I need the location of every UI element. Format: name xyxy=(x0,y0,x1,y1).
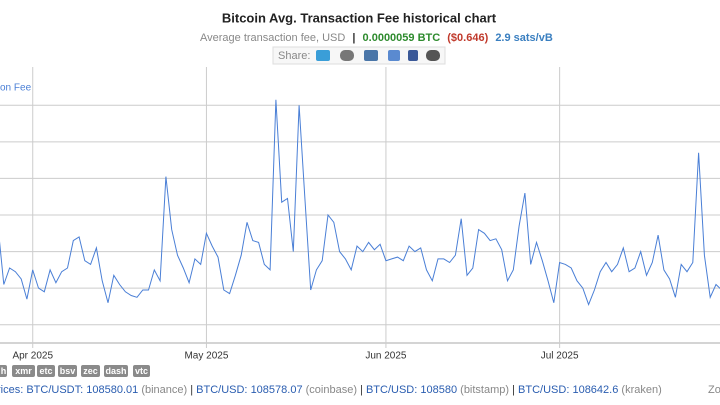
separator: | xyxy=(352,32,355,44)
coin-tag-label: vtc xyxy=(135,366,148,376)
exchange-name: (binance) xyxy=(141,384,188,396)
share-label: Share: xyxy=(278,50,310,62)
data-line xyxy=(0,99,720,307)
subtitle: Average transaction fee, USD | 0.0000059… xyxy=(200,32,553,44)
price-pair: BTC/USD: xyxy=(196,384,248,396)
share-box xyxy=(272,46,446,65)
share-icons xyxy=(316,50,440,61)
exchange-name: (bitstamp) xyxy=(460,384,510,396)
legend-entry: on Fee xyxy=(0,83,32,94)
separator: | xyxy=(512,384,515,396)
coin-tag[interactable] xyxy=(37,365,55,377)
coin-tag[interactable] xyxy=(81,365,100,377)
exchange-name: (coinbase) xyxy=(305,384,357,396)
coin-tag-label: dash xyxy=(105,366,126,376)
icon-weibo[interactable] xyxy=(426,50,440,61)
icon-twitter[interactable] xyxy=(316,50,330,61)
icon-reddit[interactable] xyxy=(340,50,354,61)
price-pair: BTC/USDT: xyxy=(26,384,84,396)
icon-like[interactable] xyxy=(388,50,400,61)
icon-vk[interactable] xyxy=(364,50,378,61)
exchange-name: (kraken) xyxy=(621,384,662,396)
price-value: 108642.6 xyxy=(572,384,619,396)
x-tick-label: Jun 2025 xyxy=(365,351,407,362)
price-value: 108578.07 xyxy=(250,384,303,396)
coin-tag[interactable] xyxy=(104,365,128,377)
coin-tag-label: etc xyxy=(39,366,52,376)
price-pair: BTC/USD: xyxy=(365,384,418,396)
subtitle-text: Average transaction fee, USD xyxy=(200,32,345,44)
coin-tag-label: xmr xyxy=(15,366,32,376)
coin-tag[interactable] xyxy=(0,365,7,377)
coin-tag-label: zec xyxy=(83,366,98,376)
title: Bitcoin Avg. Transaction Fee historical … xyxy=(222,10,497,25)
coin-tag[interactable] xyxy=(58,365,77,377)
separator: | xyxy=(190,384,194,396)
icon-facebook[interactable] xyxy=(408,50,418,61)
price-line: rices: BTC/USDT: 108580.01 (binance) | B… xyxy=(0,384,662,396)
zoom-label: Zo xyxy=(708,384,720,396)
x-tick-label: May 2025 xyxy=(184,351,228,362)
x-tick-label: Apr 2025 xyxy=(12,351,53,362)
coin-tag-label: bsv xyxy=(60,366,76,376)
usd-fee: ($0.646) xyxy=(447,32,488,44)
btc-fee: 0.0000059 BTC xyxy=(363,32,441,44)
coin-tag[interactable] xyxy=(12,365,35,377)
coin-tag-label: h xyxy=(1,366,7,376)
prices-label: rices: xyxy=(0,384,24,396)
x-tick-label: Jul 2025 xyxy=(541,351,579,362)
coin-tag[interactable] xyxy=(133,365,150,377)
sats-fee: 2.9 sats/vB xyxy=(495,32,553,44)
separator: | xyxy=(360,384,363,396)
price-pair: BTC/USD: xyxy=(518,384,570,396)
price-value: 108580.01 xyxy=(86,384,139,396)
price-value: 108580 xyxy=(420,384,458,396)
